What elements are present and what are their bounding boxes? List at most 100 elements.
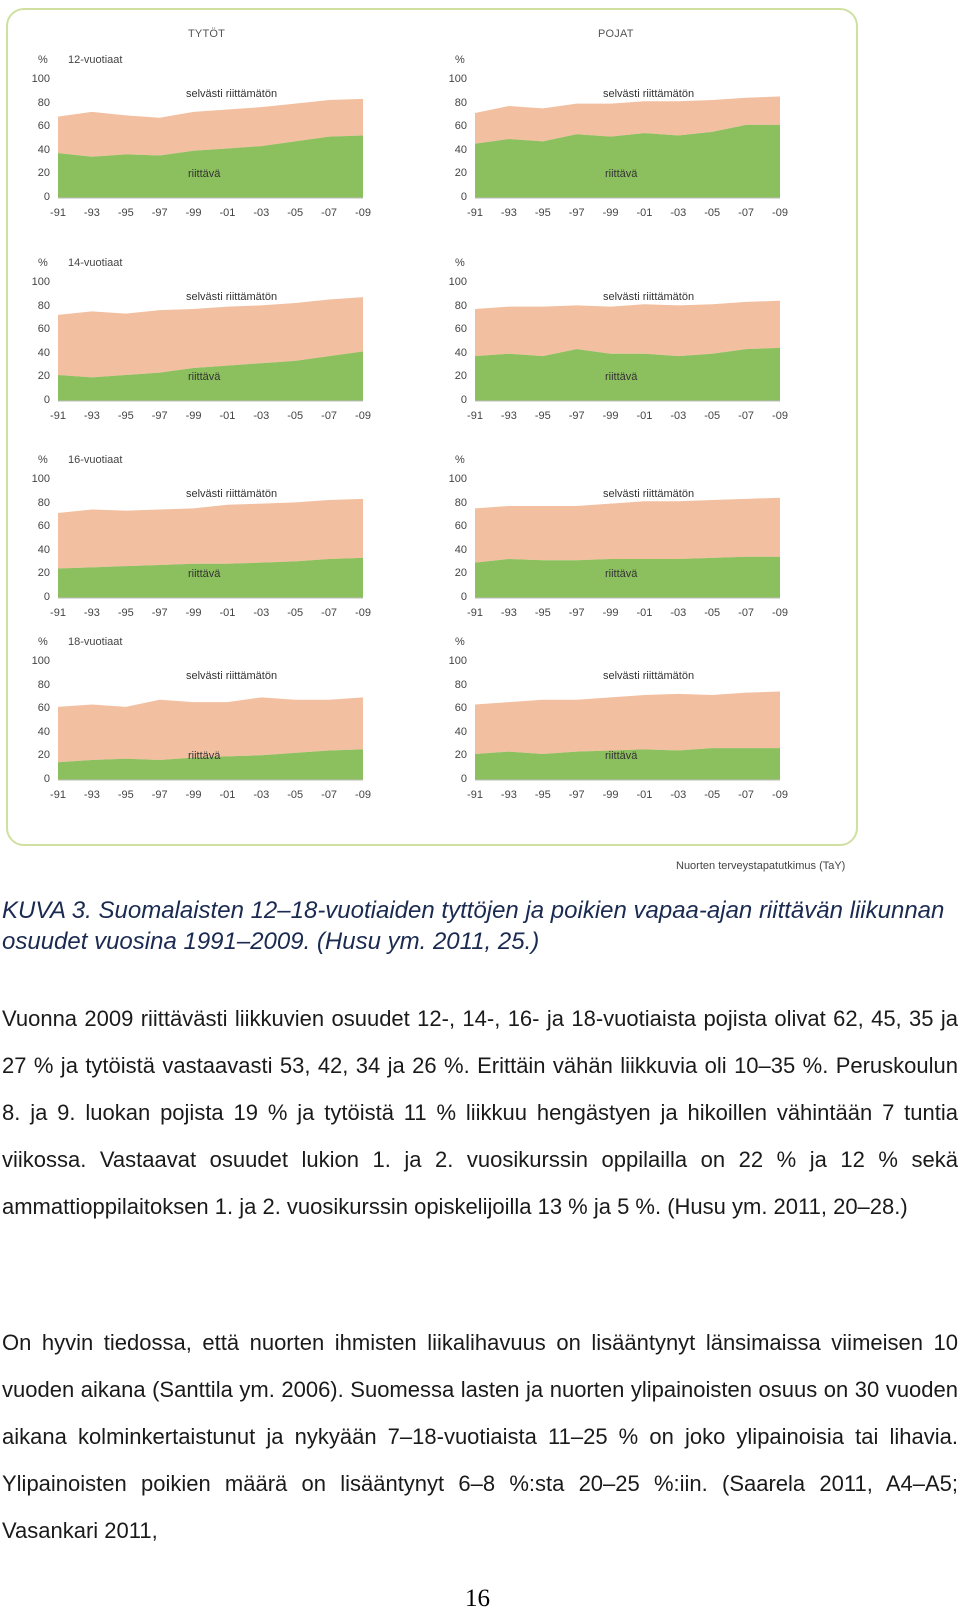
column-header-boys: POJAT	[598, 28, 634, 40]
x-tick-label: -91	[50, 607, 66, 619]
figure-caption: KUVA 3. Suomalaisten 12–18-vuotiaiden ty…	[2, 897, 945, 955]
y-unit-label: %	[38, 257, 48, 269]
x-tick-label: -01	[636, 410, 653, 422]
y-tick-label: 20	[454, 749, 467, 762]
y-tick-label: 0	[43, 773, 50, 785]
y-tick-label: 100	[448, 276, 467, 288]
band-label-riittamaton: selvästi riittämätön	[603, 88, 695, 100]
y-tick-label: 100	[448, 73, 467, 85]
area-selvasti-riittamaton	[58, 98, 363, 157]
y-tick-label: 20	[454, 370, 467, 383]
x-tick-label: -97	[568, 410, 585, 422]
x-tick-label: -99	[185, 607, 202, 619]
age-group-label: 14-vuotiaat	[68, 257, 123, 269]
x-tick-label: -07	[738, 607, 755, 619]
area-chart-panel: % 18-vuotiaat 100 80 60 40 20 0 -91 -93 -95 -97 -99 -…	[0, 622, 380, 802]
x-tick-label: -07	[738, 410, 755, 422]
x-tick-label: -05	[704, 207, 721, 219]
y-unit-label: %	[455, 636, 465, 648]
age-group-label: 12-vuotiaat	[68, 54, 123, 66]
y-unit-label: %	[455, 454, 465, 466]
area-chart	[58, 98, 363, 199]
y-unit-label: %	[455, 54, 465, 66]
age-group-label: 18-vuotiaat	[68, 636, 123, 648]
y-tick-label: 100	[31, 73, 50, 85]
band-label-riittamaton: selvästi riittämätön	[603, 291, 695, 303]
y-tick-label: 100	[31, 276, 50, 288]
area-chart-panel: % 14-vuotiaat 100 80 60 40 20 0 -91 -93 -95 -97 -99 -…	[0, 243, 380, 423]
x-tick-label: -03	[253, 607, 270, 619]
area-riittava	[58, 351, 363, 401]
x-tick-label: -91	[467, 607, 483, 619]
age-group-label: 16-vuotiaat	[68, 454, 123, 466]
area-chart	[475, 691, 780, 781]
x-tick-label: -95	[117, 410, 134, 422]
y-tick-label: 80	[37, 96, 50, 109]
x-tick-label: -09	[355, 789, 371, 801]
x-tick-label: -03	[670, 607, 687, 619]
area-riittava	[475, 748, 780, 780]
y-tick-label: 40	[454, 346, 467, 359]
band-label-riittava: riittävä	[605, 568, 638, 580]
x-tick-label: -99	[185, 789, 202, 801]
page-number: 16	[465, 1585, 490, 1612]
y-tick-label: 80	[454, 299, 467, 312]
y-unit-label: %	[38, 54, 48, 66]
band-label-riittamaton: selvästi riittämätön	[186, 88, 278, 100]
y-tick-label: 0	[460, 394, 467, 406]
body-paragraph: On hyvin tiedossa, että nuorten ihmisten…	[2, 1330, 958, 1543]
y-tick-label: 0	[460, 191, 467, 203]
x-tick-label: -99	[185, 410, 202, 422]
x-tick-label: -05	[287, 607, 304, 619]
y-tick-label: 60	[454, 323, 467, 336]
y-tick-label: 40	[37, 543, 50, 556]
band-label-riittamaton: selvästi riittämätön	[186, 488, 278, 500]
area-chart	[58, 297, 363, 402]
x-tick-label: -07	[738, 207, 755, 219]
area-chart-panel: % 12-vuotiaat 100 80 60 40 20 0 -91 -93 -95 -97 -99 -…	[0, 40, 380, 220]
x-tick-label: -97	[151, 789, 168, 801]
band-label-riittamaton: selvästi riittämätön	[186, 291, 278, 303]
y-unit-label: %	[455, 257, 465, 269]
area-riittava	[58, 135, 363, 198]
x-tick-label: -99	[602, 410, 619, 422]
y-tick-label: 100	[448, 473, 467, 485]
x-tick-label: -01	[219, 789, 236, 801]
column-header-girls: TYTÖT	[188, 28, 226, 40]
band-label-riittava: riittävä	[605, 168, 638, 180]
x-tick-label: -93	[83, 789, 100, 801]
area-chart	[475, 300, 780, 402]
x-tick-label: -09	[772, 789, 788, 801]
x-tick-label: -01	[636, 207, 653, 219]
y-tick-label: 60	[37, 702, 50, 715]
area-riittava	[475, 556, 780, 598]
x-tick-label: -97	[568, 207, 585, 219]
y-tick-label: 40	[454, 143, 467, 156]
x-tick-label: -05	[704, 789, 721, 801]
x-tick-label: -91	[50, 789, 66, 801]
area-selvasti-riittamaton	[475, 300, 780, 357]
x-tick-label: -05	[287, 207, 304, 219]
band-label-riittamaton: selvästi riittämätön	[603, 488, 695, 500]
x-tick-label: -97	[568, 789, 585, 801]
x-tick-label: -95	[117, 789, 134, 801]
x-tick-label: -01	[219, 410, 236, 422]
y-tick-label: 100	[31, 473, 50, 485]
x-tick-label: -01	[219, 607, 236, 619]
x-tick-label: -97	[151, 607, 168, 619]
area-chart	[58, 697, 363, 781]
area-chart-panel: % 100 80 60 40 20 0 -91 -93 -95 -97 -99 -01 -03 -05 -07…	[417, 440, 797, 620]
x-tick-label: -03	[670, 789, 687, 801]
x-tick-label: -97	[151, 207, 168, 219]
y-tick-label: 80	[454, 496, 467, 509]
x-tick-label: -07	[321, 410, 338, 422]
x-tick-label: -91	[50, 410, 66, 422]
y-tick-label: 20	[454, 567, 467, 580]
x-tick-label: -09	[772, 607, 788, 619]
x-tick-label: -01	[636, 607, 653, 619]
x-tick-label: -07	[321, 789, 338, 801]
y-tick-label: 80	[37, 496, 50, 509]
x-tick-label: -05	[287, 410, 304, 422]
y-tick-label: 40	[37, 143, 50, 156]
area-selvasti-riittamaton	[475, 96, 780, 144]
